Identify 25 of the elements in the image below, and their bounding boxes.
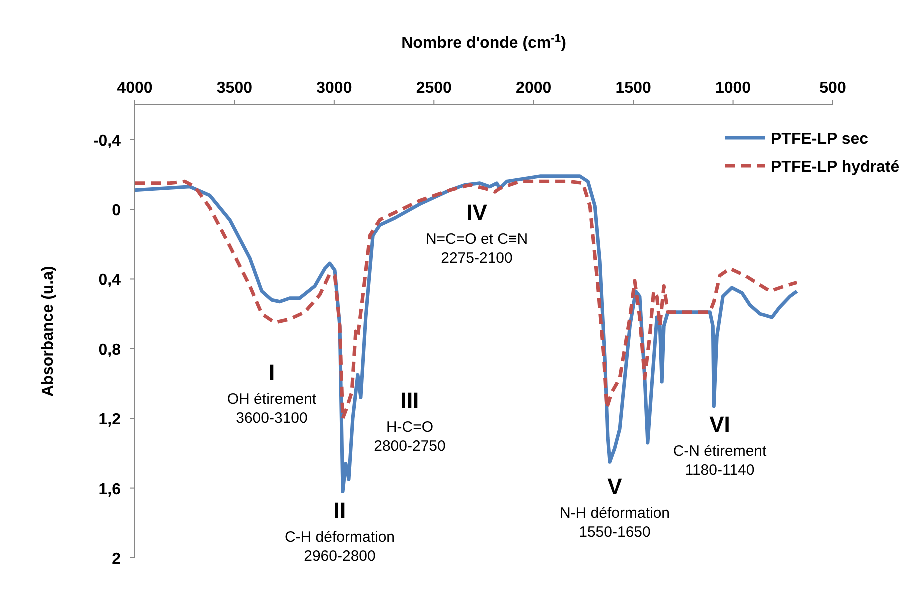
x-tick-label: 1500 <box>616 80 652 97</box>
annotation: V N-H déformation 1550-1650 <box>560 474 670 541</box>
y-tick-label: 1,6 <box>98 481 122 498</box>
y-axis-title: Absorbance (u.a) <box>40 266 57 397</box>
y-tick-label: 0,8 <box>98 342 122 359</box>
legend-label: PTFE-LP sec <box>771 131 869 148</box>
annotation: IV N=C=O et C≡N 2275-2100 <box>426 200 528 267</box>
y-tick-label: 2 <box>112 551 122 568</box>
y-tick-label: 0,4 <box>98 272 122 290</box>
legend-label: PTFE-LP hydraté <box>771 159 900 176</box>
x-tick-label: 3500 <box>216 80 253 97</box>
x-tick-label: 2000 <box>516 80 552 97</box>
annotation: VI C-N étirement 1180-1140 <box>673 412 768 479</box>
x-tick-label: 4000 <box>117 80 153 97</box>
y-tick-label: 1,2 <box>98 412 122 429</box>
annotation: II C-H déformation 2960-2800 <box>284 498 396 565</box>
x-axis-title: Nombre d'onde (cm$^{-1}$) <box>402 33 566 52</box>
x-tick-label: 1000 <box>715 80 752 97</box>
x-tick-label: 3000 <box>316 80 352 97</box>
y-tick-label: 0 <box>112 202 122 220</box>
x-tick-label: 500 <box>820 80 846 97</box>
annotation: I OH étirement 3600-3100 <box>227 360 318 427</box>
annotation: III H-C=O 2800-2750 <box>374 388 446 455</box>
x-tick-label: 2500 <box>416 80 452 97</box>
y-tick-label: -0,4 <box>93 132 122 150</box>
